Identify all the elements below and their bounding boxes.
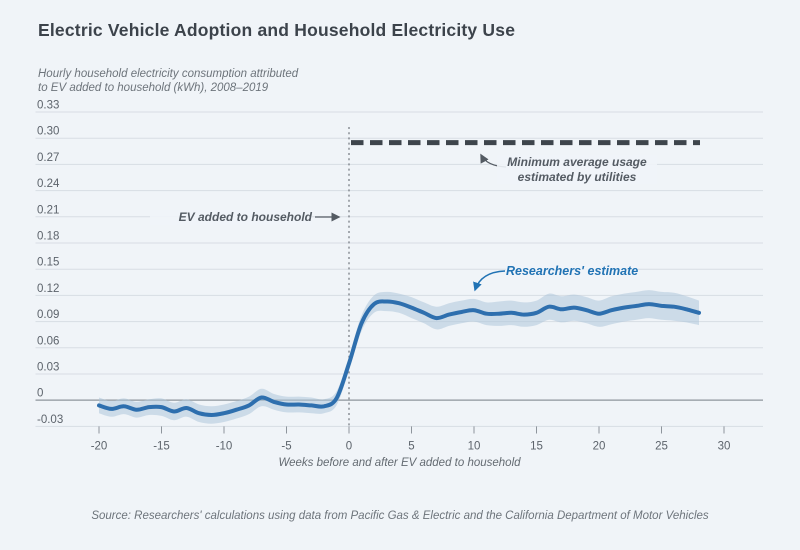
svg-text:0.30: 0.30 [37,126,59,138]
svg-text:20: 20 [593,441,606,453]
svg-text:0.27: 0.27 [37,152,59,164]
svg-text:0.06: 0.06 [37,335,59,347]
svg-text:-20: -20 [91,441,108,453]
svg-text:0.12: 0.12 [37,283,59,295]
svg-text:-10: -10 [216,441,233,453]
svg-text:25: 25 [655,441,668,453]
series-label-annotation: Researchers' estimate [506,264,639,279]
svg-text:-5: -5 [281,441,291,453]
svg-text:0.03: 0.03 [37,361,59,373]
svg-text:0: 0 [37,388,43,400]
reference-line-annotation-line1: Minimum average usage [507,155,647,169]
svg-text:0.33: 0.33 [37,100,59,112]
reference-line-annotation: Minimum average usage estimated by utili… [497,155,657,184]
svg-text:0.15: 0.15 [37,257,59,269]
x-axis-label: Weeks before and after EV added to house… [278,457,521,469]
svg-text:0.09: 0.09 [37,309,59,321]
svg-text:5: 5 [408,441,414,453]
svg-text:-0.03: -0.03 [37,414,63,426]
svg-text:15: 15 [530,441,543,453]
svg-text:0: 0 [346,441,352,453]
reference-line-annotation-line2: estimated by utilities [517,169,637,184]
svg-text:0.21: 0.21 [37,204,59,216]
event-line-annotation: EV added to household [150,210,312,225]
svg-text:0.24: 0.24 [37,178,60,190]
svg-text:10: 10 [468,441,481,453]
svg-text:0.18: 0.18 [37,231,59,243]
svg-text:30: 30 [718,441,731,453]
chart-subtitle-line2: to EV added to household (kWh), 2008–201… [38,82,269,94]
chart-subtitle-line1: Hourly household electricity consumption… [38,68,299,80]
source-note: Source: Researchers' calculations using … [91,510,709,522]
chart-subtitle: Hourly household electricity consumption… [38,67,298,95]
svg-text:-15: -15 [153,441,170,453]
page-title: Electric Vehicle Adoption and Household … [38,20,516,40]
